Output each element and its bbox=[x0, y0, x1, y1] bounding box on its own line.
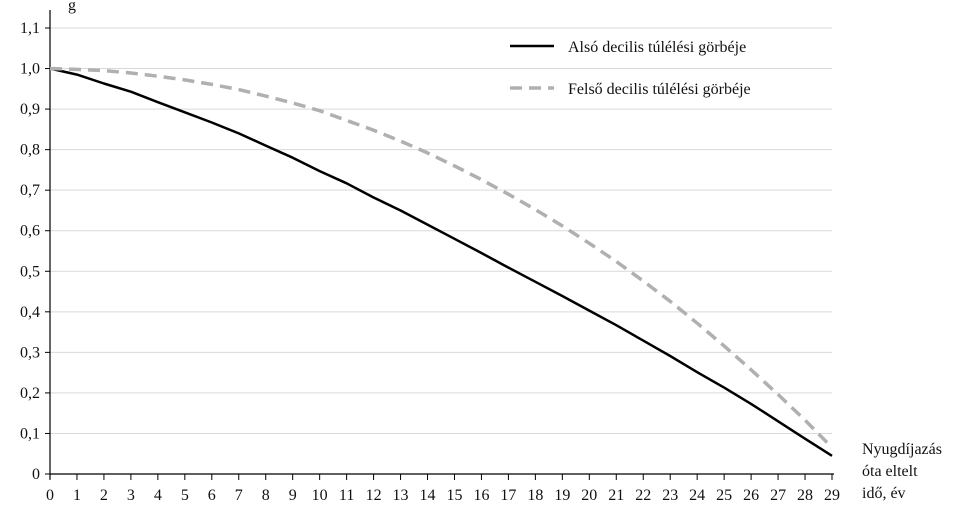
x-tick-label: 19 bbox=[554, 487, 570, 504]
x-tick-label: 18 bbox=[527, 487, 543, 504]
x-tick-label: 4 bbox=[154, 487, 162, 504]
x-tick-label: 16 bbox=[473, 487, 489, 504]
y-tick-label: 0,7 bbox=[20, 182, 40, 199]
x-tick-label: 23 bbox=[662, 487, 678, 504]
x-axis-label-line: Nyugdíjazás bbox=[862, 441, 942, 458]
x-tick-label: 2 bbox=[100, 487, 108, 504]
x-tick-label: 27 bbox=[770, 487, 786, 504]
legend: Alsó decilis túlélési görbéje Felső decil… bbox=[510, 39, 751, 98]
x-tick-label: 17 bbox=[500, 487, 516, 504]
legend-label-2: Felső decilis túlélési görbéje bbox=[568, 81, 751, 98]
x-axis-label: Nyugdíjazás óta eltelt idő, év bbox=[862, 441, 942, 502]
y-tick-label: 0,8 bbox=[20, 142, 40, 159]
x-tick-label: 12 bbox=[366, 487, 382, 504]
series-line-2 bbox=[49, 66, 834, 449]
y-tick-label: 0,1 bbox=[20, 425, 40, 442]
y-tick-label: 0,3 bbox=[20, 344, 40, 361]
x-tick-label: 25 bbox=[716, 487, 732, 504]
x-tick-label: 29 bbox=[824, 487, 840, 504]
x-axis-label-line: óta eltelt bbox=[862, 463, 918, 480]
x-tick-label: 22 bbox=[635, 487, 651, 504]
x-tick-label: 8 bbox=[262, 487, 270, 504]
y-tick-label: 0,6 bbox=[20, 223, 40, 240]
x-tick-label: 3 bbox=[127, 487, 135, 504]
y-axis-label-fragment: g bbox=[68, 0, 76, 14]
x-tick-label: 7 bbox=[235, 487, 243, 504]
y-tick-label: 0,4 bbox=[20, 304, 40, 321]
x-tick-label: 9 bbox=[289, 487, 297, 504]
x-tick-label: 0 bbox=[46, 487, 54, 504]
y-tick-label: 1,0 bbox=[20, 61, 40, 78]
series-lines bbox=[49, 66, 834, 457]
y-tick-label: 1,1 bbox=[20, 20, 40, 37]
x-tick-label: 6 bbox=[208, 487, 216, 504]
x-tick-label: 13 bbox=[393, 487, 409, 504]
x-tick-label: 24 bbox=[689, 487, 705, 504]
x-tick-label: 15 bbox=[446, 487, 462, 504]
x-tick-label: 11 bbox=[339, 487, 354, 504]
x-axis-label-line: idő, év bbox=[862, 485, 906, 502]
y-tick-label: 0,9 bbox=[20, 101, 40, 118]
y-tick-label: 0 bbox=[32, 466, 40, 483]
x-tick-label: 14 bbox=[420, 487, 436, 504]
x-axis-ticks: 0 1 2 3 4 5 6 7 8 9 10 11 12 13 14 15 16 17 18 19 20 21 22 23 24… bbox=[46, 474, 840, 504]
x-tick-label: 5 bbox=[181, 487, 189, 504]
x-tick-label: 1 bbox=[73, 487, 81, 504]
x-tick-label: 26 bbox=[743, 487, 759, 504]
axes bbox=[49, 10, 834, 479]
x-tick-label: 28 bbox=[797, 487, 813, 504]
y-axis-ticks: 0 0,1 0,2 0,3 0,4 0,5 0,6 0,7 0,8 0,9 1,0 1,1 bbox=[20, 20, 50, 483]
x-tick-label: 21 bbox=[608, 487, 624, 504]
y-tick-label: 0,2 bbox=[20, 385, 40, 402]
legend-label-1: Alsó decilis túlélési görbéje bbox=[568, 39, 746, 56]
x-tick-label: 20 bbox=[581, 487, 597, 504]
y-tick-label: 0,5 bbox=[20, 263, 40, 280]
x-tick-label: 10 bbox=[312, 487, 328, 504]
series-line-1 bbox=[49, 67, 833, 457]
